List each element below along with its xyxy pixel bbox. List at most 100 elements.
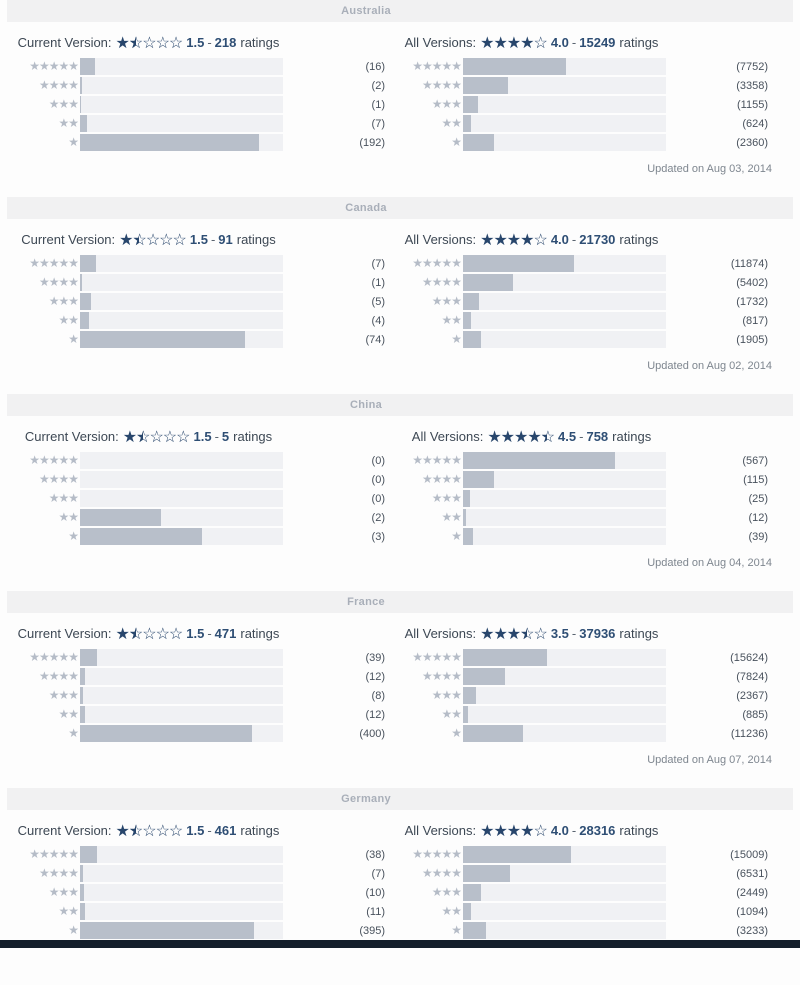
rating-bar-track [80,687,283,704]
row-star-label: ★ [451,726,462,740]
star-empty-icon: ☆ [159,232,173,249]
star-full-icon: ★ [480,823,494,840]
rating-row: ★★★ (8) [8,686,385,705]
row-star-label: ★★★ [48,688,79,702]
rating-count: (817) [742,314,768,327]
country-name: Germany [341,793,391,805]
rating-count: (25) [748,492,768,505]
row-star-label: ★★★ [431,97,462,111]
rating-row: ★★★★ (7824) [391,667,768,686]
rating-bar-track [463,865,666,882]
star-empty-icon: ☆ [533,626,547,643]
rating-bar-track [463,649,666,666]
star-empty-icon: ☆ [168,35,183,52]
rating-count: (39) [748,530,768,543]
rating-bar-track [80,528,283,545]
rating-bar-fill [463,649,547,666]
star-rating-icons: ★★☆☆☆☆ [119,232,187,249]
rating-value: 1.5 [186,823,205,838]
rating-count: (39) [365,651,385,664]
rating-count: (2367) [736,689,768,702]
rating-bar-fill [80,509,162,526]
rating-bar-track [80,452,283,469]
rating-row: ★★★★ (5402) [391,273,768,292]
star-empty-icon: ☆ [533,823,547,840]
rating-bar-track [463,725,666,742]
rating-bar-fill [463,865,510,882]
separator: - [210,232,216,247]
rating-value: 1.5 [193,429,212,444]
star-empty-icon: ☆ [168,823,183,840]
country-section: France Current Version:★★☆☆☆☆1.5-471rati… [0,591,800,788]
rating-count: (15624) [730,651,768,664]
row-star-label: ★★★ [48,97,79,111]
rating-bar-fill [80,274,83,291]
row-star-label: ★ [68,332,79,346]
star-full-icon: ★ [506,823,521,840]
rating-bar-track [463,490,666,507]
separator: - [571,35,577,50]
rating-bar-fill [80,706,86,723]
row-star-label: ★★★ [48,491,79,505]
rating-row: ★★★★★ (567) [391,451,768,470]
rating-bar-track [80,922,283,939]
country-section: China Current Version:★★☆☆☆☆1.5-5ratings… [0,394,800,591]
chart-title: All Versions: ★★★★☆ 4.0-21730 ratings [391,230,672,250]
rating-bar-track [80,725,283,742]
star-full-icon: ★ [520,35,534,52]
rating-row: ★ (3233) [391,921,768,940]
star-empty-icon: ☆ [176,429,190,446]
row-star-label: ★★ [441,510,462,524]
rating-count: (1) [371,276,385,289]
star-full-icon: ★ [115,626,130,643]
rating-bar-track [463,528,666,545]
rating-count: (7) [371,257,385,270]
updated-date: Updated on Aug 03, 2014 [647,163,772,175]
ratings-count: 15249 [579,35,616,50]
chart-title-label: All Versions: [404,626,477,641]
row-star-label: ★★★★ [421,275,462,289]
row-star-label: ★★★★★ [29,59,79,73]
rating-bar-fill [80,293,92,310]
ratings-count: 218 [214,35,237,50]
rating-row: ★ (1905) [391,330,768,349]
ratings-count: 21730 [579,232,616,247]
rating-bar-fill [463,134,495,151]
country-name: France [347,596,385,608]
rating-count: (5402) [736,276,768,289]
rating-bar-fill [463,293,480,310]
separator: - [207,35,212,50]
row-star-label: ★★★★★ [412,453,462,467]
row-star-label: ★★★★★ [29,453,79,467]
separator: - [207,823,212,838]
star-rating-icons: ★★☆☆☆☆ [123,429,191,446]
rating-row: ★ (3) [8,527,385,546]
rating-bar-track [463,922,666,939]
rating-row: ★★★★★ (15624) [391,648,768,667]
updated-date: Updated on Aug 04, 2014 [647,557,772,569]
star-half-icon: ★☆ [128,35,143,52]
rating-bar-fill [80,687,84,704]
rating-chart: All Versions: ★★★★☆ 4.0-28316 ratings ★★★★★… [391,821,768,940]
rating-bar-track [463,509,666,526]
separator: - [571,626,577,641]
rating-row: ★★★★ (115) [391,470,768,489]
rating-row: ★★★★★ (0) [8,451,385,470]
rating-count: (10) [365,886,385,899]
rating-bar-fill [80,884,85,901]
row-star-label: ★★★ [431,688,462,702]
rating-row: ★★★★ (3358) [391,76,768,95]
country-name: Australia [341,5,391,17]
star-empty-icon: ☆ [172,232,187,249]
rating-bar-fill [80,115,87,132]
row-star-label: ★★★★ [421,472,462,486]
rating-row: ★★★★★ (16) [8,57,385,76]
rating-bar-track [80,77,283,94]
rating-bar-track [80,96,283,113]
rating-value: 1.5 [186,626,205,641]
rating-bar-track [80,903,283,920]
rating-bar-fill [463,312,471,329]
rating-rows: ★★★★★ (15009) ★★★★ (6531) ★★★ (2449) ★★ … [391,845,768,940]
rating-bar-track [80,846,283,863]
